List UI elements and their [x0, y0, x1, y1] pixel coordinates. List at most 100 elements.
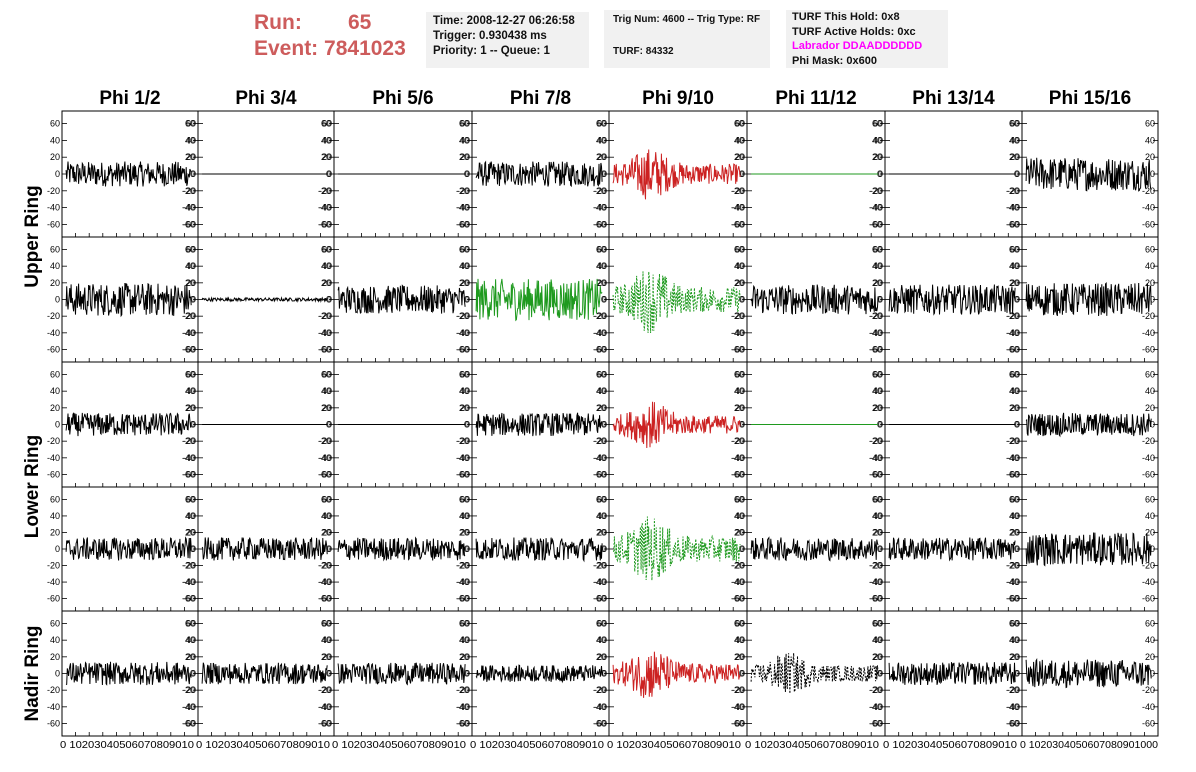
y-tick-label: 60	[1009, 245, 1019, 255]
y-tick-label: 20	[597, 278, 607, 288]
y-tick-label: 40	[1145, 261, 1155, 271]
y-tick-label: 0	[1015, 669, 1020, 679]
y-tick-label: -60	[47, 219, 60, 229]
waveform-trace	[337, 662, 466, 686]
y-tick-label: -40	[457, 328, 470, 338]
y-tick-label: 0	[326, 420, 331, 430]
y-tick-label: 20	[873, 278, 883, 288]
y-tick-label: 0	[740, 169, 745, 179]
y-tick-label: -60	[182, 470, 195, 480]
y-tick-label: 40	[185, 511, 195, 521]
y-tick-label: -60	[47, 345, 60, 355]
y-tick-label: -40	[318, 453, 331, 463]
waveform-trace	[475, 537, 603, 563]
y-tick-label: -20	[182, 685, 195, 695]
y-tick-label: 60	[1145, 119, 1155, 129]
y-tick-label: -40	[870, 577, 883, 587]
y-tick-label: 20	[322, 278, 332, 288]
y-tick-label: -60	[1007, 219, 1020, 229]
y-tick-label: 20	[1010, 527, 1020, 537]
y-tick-label: -20	[870, 685, 883, 695]
y-tick-label: -40	[457, 203, 470, 213]
y-tick-label: -60	[47, 594, 60, 604]
y-tick-label: 20	[460, 403, 470, 413]
y-tick-label: 20	[459, 152, 469, 162]
waveform-trace	[475, 412, 603, 437]
ring-label: Upper Ring	[22, 185, 43, 287]
y-tick-label: 40	[1010, 511, 1020, 521]
y-tick-label: -20	[182, 186, 195, 196]
y-tick-label: 0	[878, 544, 883, 554]
y-tick-label: -20	[319, 311, 332, 321]
y-tick-label: 0	[464, 544, 469, 554]
y-tick-label: -60	[1142, 719, 1155, 729]
y-tick-label: 60	[186, 370, 196, 380]
event-label: Event:	[254, 37, 319, 60]
y-tick-label: 0	[190, 544, 195, 554]
y-tick-label: 60	[873, 619, 883, 629]
y-tick-label: 40	[321, 261, 331, 271]
y-tick-label: -40	[1006, 328, 1019, 338]
y-tick-label: 0	[190, 669, 195, 679]
y-tick-label: -20	[47, 311, 60, 321]
y-tick-label: 20	[185, 652, 195, 662]
y-tick-label: 60	[50, 119, 60, 129]
y-tick-label: 0	[602, 169, 607, 179]
y-tick-label: 40	[1145, 135, 1155, 145]
y-tick-label: 60	[1010, 245, 1020, 255]
y-tick-label: 20	[459, 527, 469, 537]
waveform-trace	[612, 149, 741, 200]
y-tick-label: 0	[602, 295, 607, 305]
y-tick-label: 20	[873, 403, 883, 413]
y-tick-label: -20	[1006, 186, 1019, 196]
y-tick-label: 0	[878, 669, 883, 679]
waveform-trace	[475, 160, 603, 188]
y-tick-label: 20	[50, 278, 60, 288]
run-event-block: Run: 65 Event: 7841023	[254, 10, 406, 62]
y-tick-label: 60	[186, 119, 196, 129]
y-tick-label: -40	[1006, 577, 1019, 587]
y-tick-label: 20	[596, 652, 606, 662]
y-tick-label: 20	[321, 152, 331, 162]
y-tick-label: 40	[1009, 135, 1019, 145]
x-tick-label: 0 10203040506070809010	[196, 739, 330, 751]
y-tick-label: 40	[321, 386, 331, 396]
y-tick-label: 20	[460, 527, 470, 537]
y-tick-label: 0	[1150, 544, 1155, 554]
y-tick-label: 0	[464, 295, 469, 305]
y-tick-label: 20	[1009, 527, 1019, 537]
y-tick-label: -60	[319, 219, 332, 229]
y-tick-label: 0	[191, 544, 196, 554]
y-tick-label: 0	[465, 544, 470, 554]
y-tick-label: 0	[465, 169, 470, 179]
y-tick-label: -60	[1006, 470, 1019, 480]
ring-label: Nadir Ring	[22, 625, 43, 721]
y-tick-label: 0	[1014, 544, 1019, 554]
y-tick-label: 0	[1150, 295, 1155, 305]
y-tick-label: -60	[183, 719, 196, 729]
y-tick-label: 0	[326, 295, 331, 305]
column-title: Phi 1/2	[99, 88, 160, 109]
trigger-info-box: Trig Num: 4600 -- Trig Type: RF TURF: 84…	[604, 10, 770, 68]
turf-this-hold-text: TURF This Hold: 0x8	[792, 11, 900, 23]
y-tick-label: -60	[456, 219, 469, 229]
y-tick-label: 40	[322, 135, 332, 145]
y-tick-label: -20	[731, 436, 744, 446]
y-tick-label: -60	[1142, 594, 1155, 604]
y-tick-label: 40	[735, 386, 745, 396]
y-tick-label: -20	[594, 186, 607, 196]
y-tick-label: -20	[457, 685, 470, 695]
y-tick-label: 20	[596, 403, 606, 413]
y-tick-label: -40	[731, 203, 744, 213]
y-tick-label: 0	[1014, 420, 1019, 430]
y-tick-label: -40	[183, 577, 196, 587]
y-tick-label: 60	[1145, 370, 1155, 380]
y-tick-label: -60	[732, 219, 745, 229]
y-tick-label: 20	[186, 278, 196, 288]
y-tick-label: -40	[594, 577, 607, 587]
y-tick-label: -20	[732, 561, 745, 571]
y-tick-label: -60	[1006, 219, 1019, 229]
y-tick-label: 40	[734, 635, 744, 645]
y-tick-label: 20	[459, 403, 469, 413]
y-tick-label: -60	[593, 219, 606, 229]
